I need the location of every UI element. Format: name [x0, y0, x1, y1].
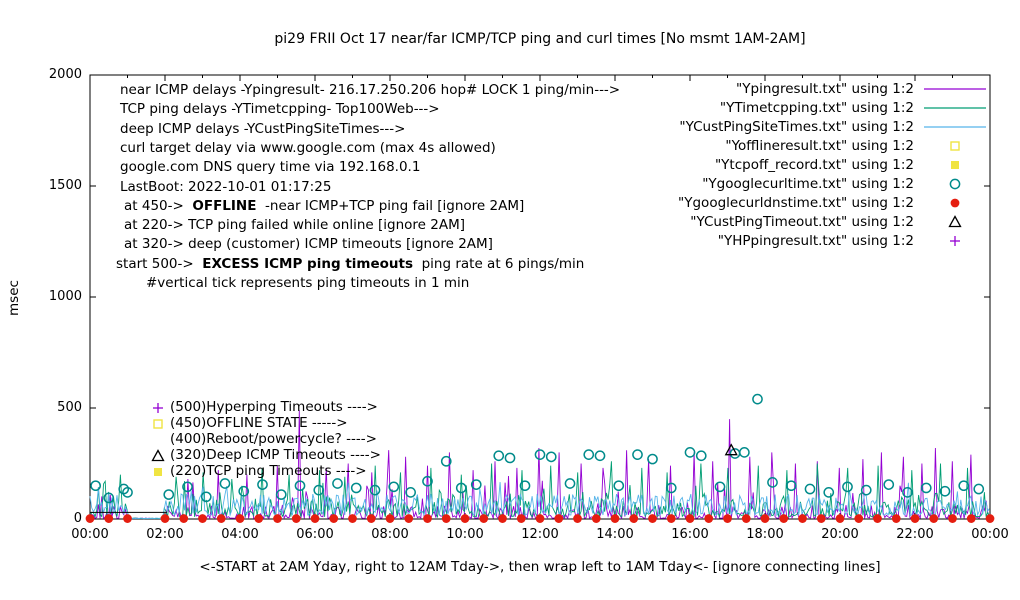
annotation-line: curl target delay via www.google.com (ma…: [120, 139, 496, 156]
series-YCustPingSiteTimes: [89, 482, 990, 520]
inplot-label: (400)Reboot/powercycle? ---->: [170, 431, 377, 447]
annotation-line: at 320-> deep (customer) ICMP timeouts […: [124, 236, 493, 253]
annotation-line: at 220-> TCP ping failed while online [i…: [124, 217, 466, 234]
legend-entry-YHPpingresult: "YHPpingresult.txt" using 1:2: [678, 231, 990, 250]
legend-sample-square-open-icon: [950, 140, 960, 151]
legend-entry-Yofflineresult: "Yofflineresult.txt" using 1:2: [678, 136, 990, 155]
legend-label: "Ypingresult.txt" using 1:2: [736, 80, 914, 97]
x-tick-label: 10:00: [446, 527, 484, 542]
legend-sample-square-filled-icon: [951, 160, 959, 169]
x-tick-label: 20:00: [821, 527, 859, 542]
legend-label: "YCustPingSiteTimes.txt" using 1:2: [679, 118, 914, 135]
x-axis-label: <-START at 2AM Yday, right to 12AM Tday-…: [199, 559, 881, 575]
legend-entry-Ygooglecurltime: "Ygooglecurltime.txt" using 1:2: [678, 174, 990, 193]
legend-entry-YCustPingSiteTimes: "YCustPingSiteTimes.txt" using 1:2: [678, 117, 990, 136]
legend-sample-plus-icon: [950, 235, 960, 246]
legend-entry-Ygooglecurldnstime: "Ygooglecurldnstime.txt" using 1:2: [678, 193, 990, 212]
annotation-line: LastBoot: 2022-10-01 01:17:25: [120, 178, 332, 195]
legend-sample-line-icon: [924, 125, 986, 128]
legend-label: "YHPpingresult.txt" using 1:2: [717, 232, 914, 249]
inplot-label: (320)Deep ICMP Timeouts ---->: [170, 447, 381, 463]
annotation-line: near ICMP delays -Ypingresult- 216.17.25…: [120, 82, 621, 98]
y-tick-label: 500: [57, 400, 82, 415]
annotation-line: google.com DNS query time via 192.168.0.…: [120, 159, 421, 176]
inplot-label: (220)TCP ping Timeouts ---->: [170, 463, 367, 479]
x-tick-label: 12:00: [521, 527, 559, 542]
annotation-line: TCP ping delays -YTimetcpping- Top100Web…: [120, 101, 440, 118]
chart-title: pi29 FRII Oct 17 near/far ICMP/TCP ping …: [274, 31, 806, 47]
legend-entry-YCustPingTimeout: "YCustPingTimeout.txt" using 1:2: [678, 212, 990, 231]
inplot-label: (500)Hyperping Timeouts ---->: [170, 399, 378, 415]
legend-label: "Ygooglecurltime.txt" using 1:2: [702, 175, 914, 192]
legend-label: "Yofflineresult.txt" using 1:2: [725, 137, 914, 154]
y-tick-label: 0: [73, 511, 82, 526]
legend-sample-circle-open-icon: [949, 178, 961, 189]
legend-entry-YTimetcpping: "YTimetcpping.txt" using 1:2: [678, 98, 990, 117]
inplot-label: (450)OFFLINE STATE ----->: [170, 415, 348, 431]
annotation-line: at 450-> OFFLINE -near ICMP+TCP ping fai…: [124, 197, 525, 214]
legend-sample-triangle-open-icon: [948, 214, 962, 227]
x-tick-label: 06:00: [296, 527, 334, 542]
legend-label: "Ygooglecurldnstime.txt" using 1:2: [678, 194, 914, 211]
legend-sample-line-icon: [924, 87, 986, 90]
y-tick-label: 2000: [48, 67, 82, 82]
x-tick-label: 02:00: [146, 527, 184, 542]
y-tick-label: 1500: [48, 178, 82, 193]
legend-entry-Ytcpoff_record: "Ytcpoff_record.txt" using 1:2: [678, 155, 990, 174]
x-tick-label: 00:00: [71, 527, 109, 542]
x-tick-label: 14:00: [596, 527, 634, 542]
x-tick-label: 18:00: [746, 527, 784, 542]
annotation-line: deep ICMP delays -YCustPingSiteTimes--->: [120, 120, 406, 137]
annotation-line: start 500-> EXCESS ICMP ping timeouts pi…: [116, 255, 585, 272]
legend-sample-circle-filled-icon: [950, 198, 960, 207]
series-YCustPingTimeout: [90, 443, 738, 513]
legend-label: "YTimetcpping.txt" using 1:2: [719, 99, 914, 116]
series-Ygooglecurltime: [90, 393, 985, 504]
x-tick-label: 00:00: [971, 527, 1009, 542]
legend-entry-Ypingresult: "Ypingresult.txt" using 1:2: [678, 79, 990, 98]
legend-label: "Ytcpoff_record.txt" using 1:2: [714, 156, 914, 173]
legend: "Ypingresult.txt" using 1:2 "YTimetcpping…: [678, 79, 990, 250]
annotation-line: #vertical tick represents ping timeouts …: [146, 275, 470, 291]
x-tick-label: 04:00: [221, 527, 259, 542]
x-tick-label: 08:00: [371, 527, 409, 542]
y-tick-label: 1000: [48, 289, 82, 304]
series-Ygooglecurldnstime: [85, 514, 995, 523]
x-tick-label: 16:00: [671, 527, 709, 542]
legend-label: "YCustPingTimeout.txt" using 1:2: [690, 213, 914, 230]
inplot-label-markers: [151, 403, 165, 476]
x-tick-label: 22:00: [896, 527, 934, 542]
legend-sample-line-icon: [924, 106, 986, 109]
